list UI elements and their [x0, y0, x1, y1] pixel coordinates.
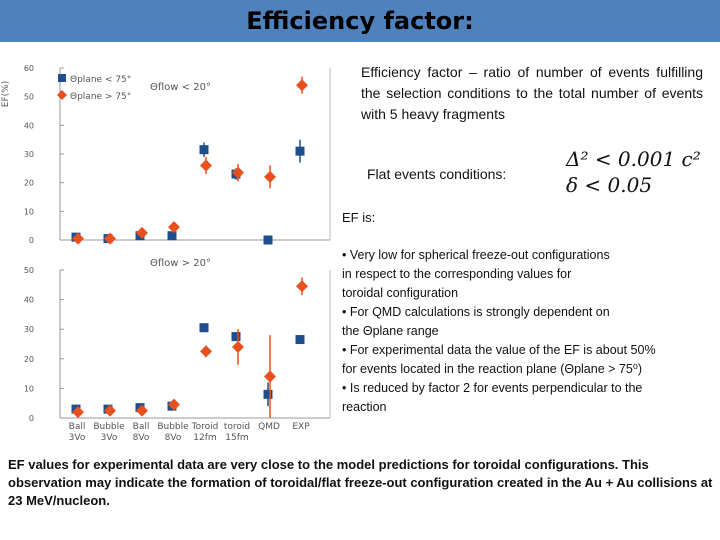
x-tick-label: Ball	[69, 422, 86, 432]
data-point-square	[167, 231, 177, 241]
data-point-diamond	[296, 280, 308, 293]
y-tick-label: 10	[24, 384, 34, 393]
efficiency-chart-svg: 0 10 20 30 40 50 60 Θflow < 20° Θplane < 75° Θpla…	[1, 64, 331, 443]
bullet-line: the Θplane range	[342, 324, 439, 338]
title-bar: Efficiency factor:	[0, 0, 720, 42]
x-tick-label: toroid	[224, 422, 250, 432]
y-tick-label: 50	[24, 266, 34, 275]
y-tick-label: 30	[24, 150, 34, 159]
data-point-square	[263, 235, 273, 245]
data-point-diamond	[136, 404, 148, 417]
y-tick-label: 20	[24, 179, 34, 188]
definition-text: Efficiency factor – ratio of number of e…	[361, 64, 703, 122]
y-tick-label: 0	[29, 414, 34, 423]
conclusion-text: EF values for experimental data are very…	[8, 457, 713, 508]
x-tick-label: QMD	[258, 422, 280, 432]
data-point-diamond	[72, 406, 84, 419]
x-tick-label: Bubble	[157, 422, 189, 432]
bullet-line: reaction	[342, 400, 387, 414]
data-point-diamond	[168, 398, 180, 411]
formula-delta-squared: Δ² < 0.001 c²	[566, 147, 701, 171]
bullet-line: • For QMD calculations is strongly depen…	[342, 305, 610, 319]
data-point-diamond	[264, 170, 276, 183]
data-point-diamond	[104, 404, 116, 417]
x-tick-label: 8Vo	[165, 433, 182, 443]
legend-label: Θplane > 75°	[70, 92, 131, 102]
bullet-line: in respect to the corresponding values f…	[342, 267, 572, 281]
y-tick-label: 30	[24, 325, 34, 334]
y-tick-label: 40	[24, 121, 34, 130]
data-point-diamond	[264, 370, 276, 383]
data-point-square	[295, 146, 305, 156]
data-point-square	[199, 145, 209, 155]
data-point-diamond	[104, 232, 116, 245]
bullet-line: • For experimental data the value of the…	[342, 343, 656, 357]
x-tick-label: EXP	[292, 422, 310, 432]
data-point-diamond	[200, 159, 212, 172]
efficiency-chart: 0 10 20 30 40 50 60 Θflow < 20° Θplane < 75° Θpla…	[0, 60, 340, 450]
legend-marker-diamond	[57, 90, 67, 100]
bullet-line: • Is reduced by factor 2 for events perp…	[342, 381, 643, 395]
data-point-diamond	[200, 345, 212, 358]
page-title: Efficiency factor:	[246, 7, 474, 35]
ef-is-label: EF is:	[342, 210, 376, 225]
bullet-line: • Very low for spherical freeze-out conf…	[342, 248, 610, 262]
data-point-diamond	[72, 232, 84, 245]
bullet-line: toroidal configuration	[342, 286, 459, 300]
y-tick-label: 40	[24, 296, 34, 305]
y-axis-label: EF(%)	[1, 81, 11, 107]
x-tick-label: 8Vo	[133, 433, 150, 443]
x-tick-label: Bubble	[93, 422, 125, 432]
y-tick-label: 0	[29, 236, 34, 245]
panel-annotation: Θflow > 20°	[150, 258, 211, 269]
x-tick-label: Toroid	[191, 422, 219, 432]
data-point-square	[295, 335, 305, 345]
x-tick-label: 3Vo	[69, 433, 86, 443]
data-point-diamond	[136, 226, 148, 239]
x-tick-label: 3Vo	[101, 433, 118, 443]
bullet-line: for events located in the reaction plane…	[342, 362, 642, 376]
data-point-diamond	[232, 340, 244, 353]
panel-annotation: Θflow < 20°	[150, 82, 211, 93]
x-tick-label: 15fm	[225, 433, 248, 443]
formula-delta: δ < 0.05	[566, 173, 653, 197]
legend-marker-square	[58, 74, 66, 82]
data-point-diamond	[232, 166, 244, 179]
x-tick-label: 12fm	[193, 433, 216, 443]
flat-events-label: Flat events conditions:	[367, 166, 507, 182]
data-point-square	[263, 389, 273, 399]
data-point-diamond	[296, 79, 308, 92]
bullet-list: • Very low for spherical freeze-out conf…	[342, 246, 708, 417]
data-point-diamond	[168, 221, 180, 234]
y-tick-label: 50	[24, 93, 34, 102]
data-point-square	[231, 332, 241, 342]
y-tick-label: 20	[24, 355, 34, 364]
y-tick-label: 60	[24, 64, 34, 73]
y-tick-label: 10	[24, 207, 34, 216]
x-tick-label: Ball	[133, 422, 150, 432]
legend-label: Θplane < 75°	[70, 75, 131, 85]
data-point-square	[199, 323, 209, 333]
flat-conditions-formulas: Δ² < 0.001 c² δ < 0.05	[566, 146, 701, 198]
